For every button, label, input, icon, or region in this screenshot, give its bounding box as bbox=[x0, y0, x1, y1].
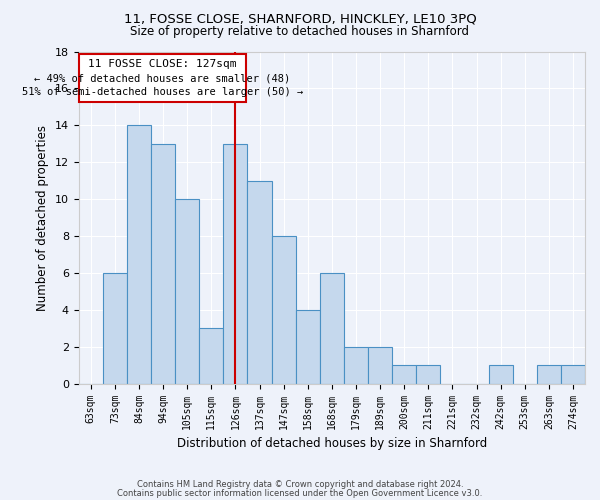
Bar bbox=[127, 126, 151, 384]
Bar bbox=[368, 347, 392, 384]
Text: Contains public sector information licensed under the Open Government Licence v3: Contains public sector information licen… bbox=[118, 489, 482, 498]
Bar bbox=[223, 144, 247, 384]
Bar bbox=[488, 365, 512, 384]
Y-axis label: Number of detached properties: Number of detached properties bbox=[36, 124, 49, 310]
Bar bbox=[344, 347, 368, 384]
Bar bbox=[320, 273, 344, 384]
Text: ← 49% of detached houses are smaller (48): ← 49% of detached houses are smaller (48… bbox=[34, 74, 290, 84]
Bar bbox=[392, 365, 416, 384]
Text: Size of property relative to detached houses in Sharnford: Size of property relative to detached ho… bbox=[131, 25, 470, 38]
Text: 51% of semi-detached houses are larger (50) →: 51% of semi-detached houses are larger (… bbox=[22, 87, 303, 97]
X-axis label: Distribution of detached houses by size in Sharnford: Distribution of detached houses by size … bbox=[177, 437, 487, 450]
Bar bbox=[151, 144, 175, 384]
Text: Contains HM Land Registry data © Crown copyright and database right 2024.: Contains HM Land Registry data © Crown c… bbox=[137, 480, 463, 489]
Bar bbox=[272, 236, 296, 384]
Bar bbox=[296, 310, 320, 384]
Bar bbox=[416, 365, 440, 384]
Bar bbox=[175, 199, 199, 384]
Bar bbox=[199, 328, 223, 384]
Text: 11 FOSSE CLOSE: 127sqm: 11 FOSSE CLOSE: 127sqm bbox=[88, 60, 237, 70]
Bar bbox=[247, 180, 272, 384]
Bar bbox=[103, 273, 127, 384]
FancyBboxPatch shape bbox=[79, 54, 246, 102]
Bar bbox=[537, 365, 561, 384]
Text: 11, FOSSE CLOSE, SHARNFORD, HINCKLEY, LE10 3PQ: 11, FOSSE CLOSE, SHARNFORD, HINCKLEY, LE… bbox=[124, 12, 476, 26]
Bar bbox=[561, 365, 585, 384]
